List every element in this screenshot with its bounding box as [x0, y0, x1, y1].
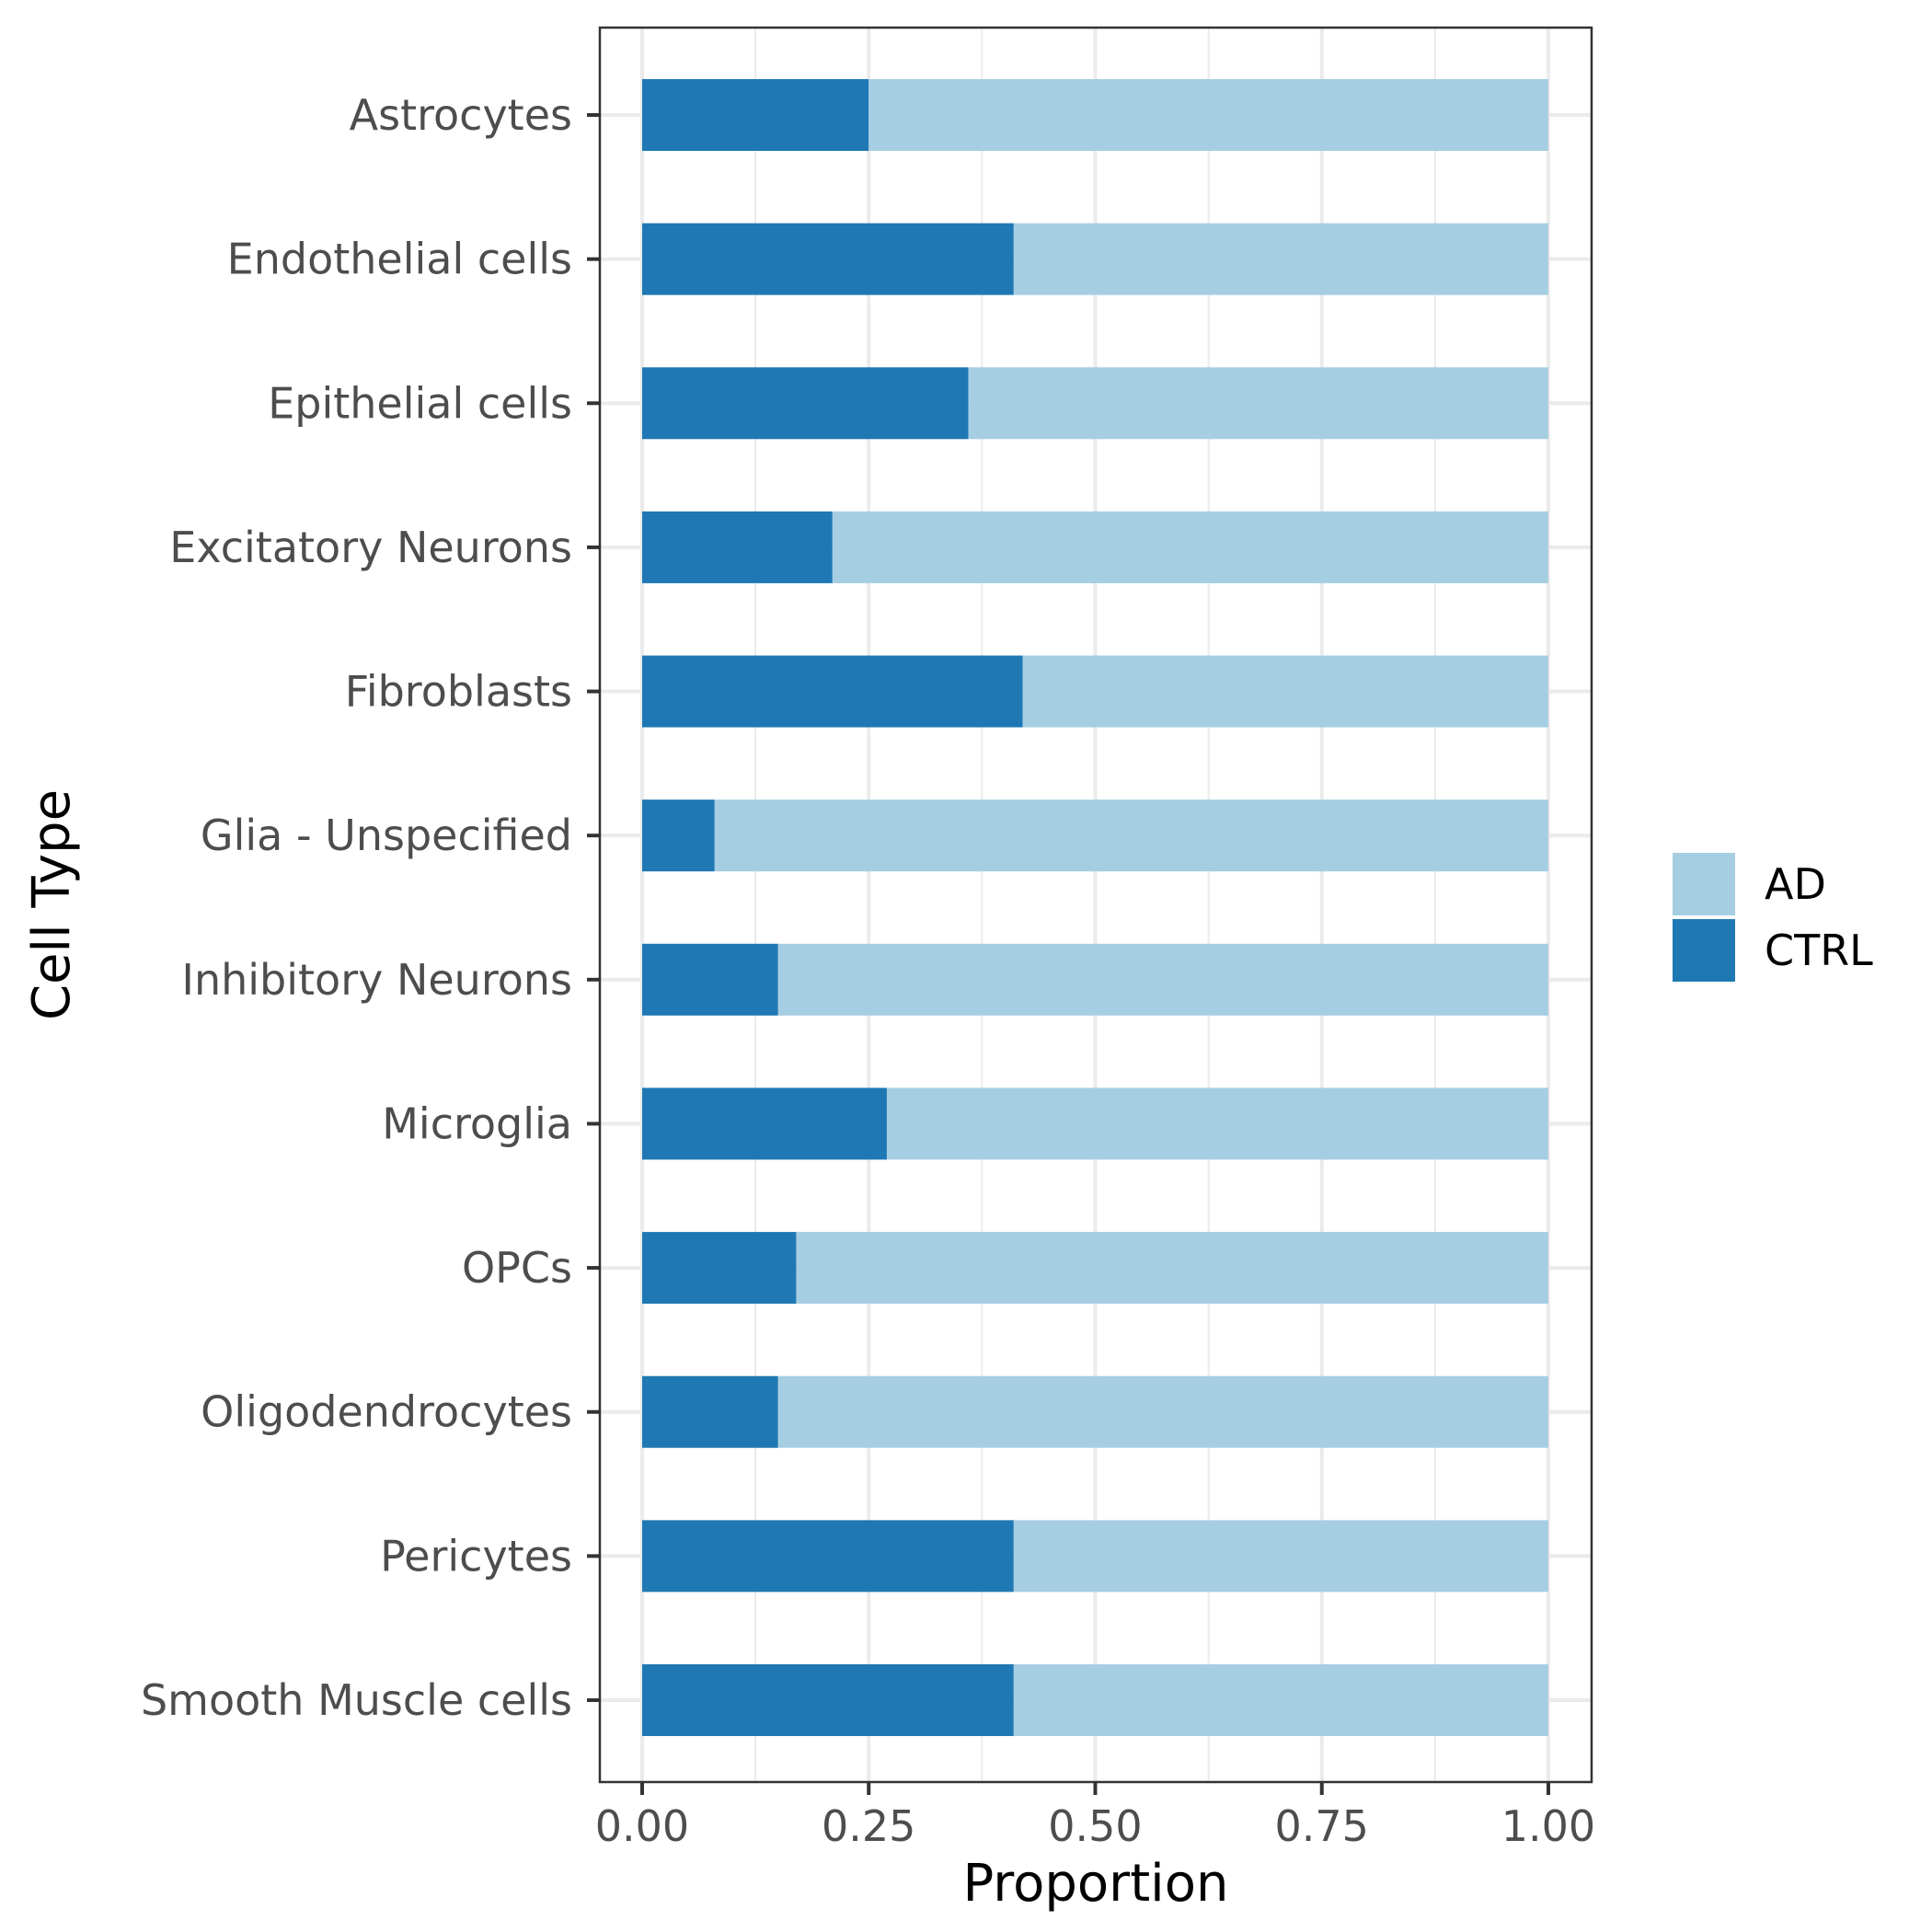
- bar-ctrl-microglia: [642, 1087, 887, 1160]
- y-tick-label: Smooth Muscle cells: [141, 1675, 572, 1725]
- bar-ad-excitatory-neurons: [832, 511, 1548, 583]
- legend-label-ctrl: CTRL: [1765, 926, 1873, 975]
- x-axis: 0.00 0.25 0.50 0.75 1.00: [595, 1782, 1595, 1851]
- y-tick-label: Microglia: [382, 1098, 572, 1148]
- y-tick-label: Inhibitory Neurons: [181, 955, 572, 1005]
- bar-ad-glia-unspecified: [714, 799, 1548, 872]
- bar-ad-fibroblasts: [1022, 655, 1548, 728]
- bar-ctrl-pericytes: [642, 1520, 1014, 1593]
- legend-key-ctrl: [1673, 919, 1735, 982]
- y-axis-title: Cell Type: [22, 789, 82, 1020]
- bar-ad-astrocytes: [868, 79, 1548, 151]
- bar-ad-opcs: [796, 1232, 1548, 1305]
- y-tick-label: Endothelial cells: [227, 235, 572, 284]
- y-tick-label: Pericytes: [380, 1531, 572, 1581]
- y-tick-label: Epithelial cells: [268, 378, 572, 428]
- bar-ctrl-fibroblasts: [642, 655, 1023, 728]
- x-tick-label: 0.00: [595, 1801, 689, 1851]
- bars: [642, 79, 1548, 1736]
- bar-ctrl-glia-unspecified: [642, 799, 715, 872]
- y-tick-label: OPCs: [462, 1243, 572, 1293]
- y-tick-label: Excitatory Neurons: [169, 523, 572, 572]
- x-tick-label: 0.25: [822, 1801, 915, 1851]
- x-tick-label: 0.50: [1048, 1801, 1142, 1851]
- y-tick-label: Oligodendrocytes: [201, 1387, 572, 1437]
- bar-ad-pericytes: [1013, 1520, 1548, 1593]
- x-tick-label: 1.00: [1501, 1801, 1595, 1851]
- bar-ctrl-epithelial-cells: [642, 367, 969, 440]
- bar-ctrl-oligodendrocytes: [642, 1375, 778, 1448]
- y-tick-label: Glia - Unspecified: [201, 811, 572, 860]
- legend-label-ad: AD: [1765, 859, 1826, 909]
- y-axis: Astrocytes Endothelial cells Epithelial ce…: [141, 90, 600, 1725]
- x-axis-title: Proportion: [963, 1854, 1229, 1914]
- bar-ctrl-astrocytes: [642, 79, 869, 151]
- legend-key-ad: [1673, 853, 1735, 915]
- legend: AD CTRL: [1673, 853, 1873, 982]
- bar-ad-smooth-muscle-cells: [1013, 1664, 1548, 1736]
- bar-ad-inhibitory-neurons: [777, 943, 1548, 1016]
- bar-ctrl-opcs: [642, 1232, 797, 1305]
- y-tick-label: Fibroblasts: [345, 667, 572, 717]
- x-tick-label: 0.75: [1275, 1801, 1369, 1851]
- bar-ad-epithelial-cells: [968, 367, 1548, 440]
- y-tick-label: Astrocytes: [350, 90, 572, 140]
- bar-ad-oligodendrocytes: [777, 1375, 1548, 1448]
- bar-ctrl-smooth-muscle-cells: [642, 1664, 1014, 1736]
- bar-ctrl-endothelial-cells: [642, 223, 1014, 295]
- bar-ad-endothelial-cells: [1013, 223, 1548, 295]
- bar-ctrl-excitatory-neurons: [642, 511, 833, 583]
- bar-ad-microglia: [886, 1087, 1548, 1160]
- bar-ctrl-inhibitory-neurons: [642, 943, 778, 1016]
